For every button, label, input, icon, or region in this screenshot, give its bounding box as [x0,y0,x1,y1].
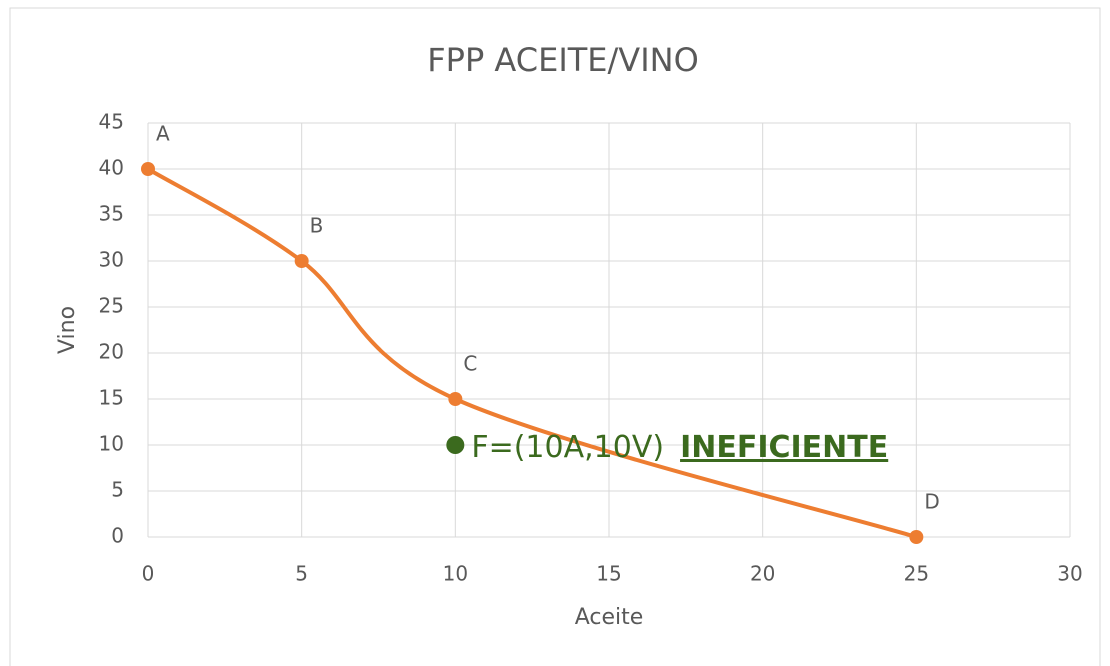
y-tick-label: 30 [99,248,124,272]
x-tick-label: 25 [904,562,929,586]
point [448,392,463,406]
point [141,162,155,176]
annotation-point [446,436,465,454]
y-tick-label: 0 [111,524,124,548]
point-label: B [310,214,324,238]
x-tick-label: 30 [1057,562,1082,586]
series-line [146,167,917,539]
y-tick-label: 40 [99,156,124,180]
point-label: C [463,352,477,376]
annotation-emphasis: INEFICIENTE [680,430,888,465]
x-tick-label: 20 [750,562,775,586]
y-tick-label: 10 [99,432,124,456]
point-label: A [156,122,170,146]
annotation-text: F=(10A,10V) [471,430,664,465]
annotation: F=(10A,10V) INEFICIENTE [471,430,888,465]
x-tick-label: 0 [142,562,155,586]
x-tick-label: 10 [443,562,468,586]
x-tick-label: 5 [295,562,308,586]
point [909,530,924,544]
y-tick-label: 15 [99,386,124,410]
y-tick-label: 5 [111,478,124,502]
y-axis-label: Vino [55,306,80,354]
point-label: D [924,490,939,514]
y-tick-label: 25 [99,294,124,318]
y-tick-label: 20 [99,340,124,364]
y-tick-label: 45 [99,110,124,134]
point [294,254,309,268]
chart-frame [9,7,1101,666]
x-axis-label: Aceite [575,605,644,630]
chart-title: FPP ACEITE/VINO [427,41,699,79]
x-tick-label: 15 [596,562,621,586]
y-tick-label: 35 [99,202,124,226]
